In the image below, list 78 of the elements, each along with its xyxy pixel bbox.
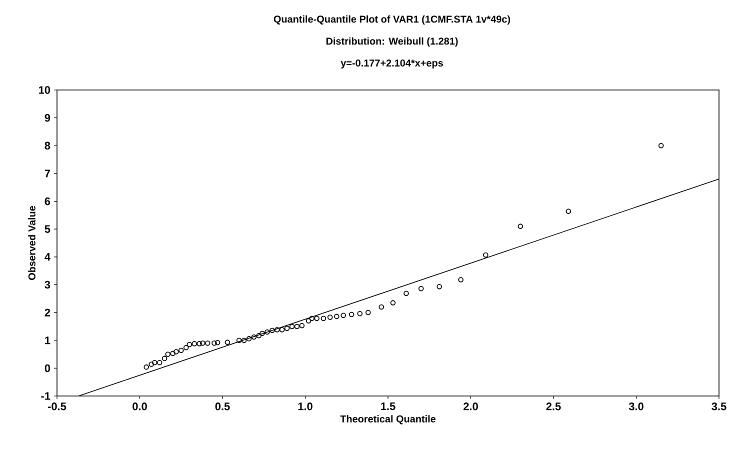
point [436, 284, 442, 290]
point [192, 341, 198, 346]
point [174, 349, 179, 354]
x-tick-label: 2.5 [546, 402, 561, 410]
point [483, 252, 488, 258]
point [458, 277, 464, 282]
point [170, 350, 176, 356]
point [418, 286, 424, 292]
x-tick-label: 1.5 [381, 402, 396, 410]
x-axis-title: Theoretical Quantile [340, 415, 436, 424]
point [178, 348, 184, 354]
point [306, 318, 312, 324]
point [284, 326, 290, 332]
point [156, 360, 162, 366]
y-tick-label: 7 [44, 170, 50, 178]
y-tick-label: 1 [45, 336, 50, 344]
point [279, 327, 285, 332]
y-tick-label: 3 [44, 280, 50, 289]
x-tick-label: 0.0 [132, 402, 147, 410]
point [289, 324, 295, 330]
point [334, 314, 340, 320]
point [204, 340, 210, 346]
point [251, 334, 257, 340]
point [186, 342, 192, 348]
point [196, 341, 202, 346]
point [212, 340, 217, 346]
point [566, 208, 572, 214]
point [390, 300, 396, 306]
point [357, 311, 363, 316]
point [260, 330, 265, 336]
point [327, 314, 333, 320]
x-tick-label: 2.0 [464, 402, 478, 410]
y-tick-label: 6 [44, 197, 50, 206]
chart-subtitle: Distribution: Weibull (1.281) [326, 37, 458, 47]
y-tick-label: 4 [44, 253, 50, 261]
point [214, 340, 220, 346]
point [294, 324, 300, 330]
point [274, 327, 280, 332]
chart-title: Quantile-Quantile Plot of VAR1 (1CMF.STA 1v*49c) [274, 15, 510, 25]
point [165, 352, 171, 357]
point [270, 328, 275, 333]
point [378, 304, 384, 310]
point [314, 316, 320, 322]
point [162, 356, 168, 362]
point [224, 340, 230, 345]
x-tick-label: 3.0 [628, 402, 644, 410]
point [183, 344, 189, 350]
point [320, 316, 326, 322]
y-tick-label: 2 [44, 308, 50, 316]
text: y=-0.177+2.104*x+eps [340, 59, 443, 69]
x-tick-label: 0.5 [215, 402, 230, 410]
x-tick-label: 3.5 [712, 402, 726, 410]
point [299, 322, 305, 328]
point [404, 290, 409, 296]
point [366, 310, 371, 316]
y-axis-title: Observed Value [28, 206, 36, 280]
y-tick-label: 0 [44, 364, 50, 372]
point [152, 360, 158, 366]
y-tick-label: 9 [44, 114, 50, 122]
y-tick-label: 5 [44, 225, 50, 233]
point [200, 340, 206, 346]
point [264, 329, 270, 335]
point [309, 316, 315, 322]
point [241, 338, 247, 344]
point [348, 312, 354, 318]
point [144, 364, 150, 370]
point [658, 142, 664, 148]
point [256, 332, 262, 338]
y-tick-label: 8 [44, 142, 50, 150]
x-tick-label: 1.0 [298, 402, 312, 410]
x-tick-label: -0.5 [48, 402, 66, 410]
point [518, 224, 524, 229]
y-tick-label: 10 [38, 86, 50, 94]
point [236, 338, 242, 344]
point [246, 336, 252, 342]
point [340, 312, 346, 318]
y-tick-label: -1 [41, 392, 50, 400]
point [148, 362, 154, 367]
